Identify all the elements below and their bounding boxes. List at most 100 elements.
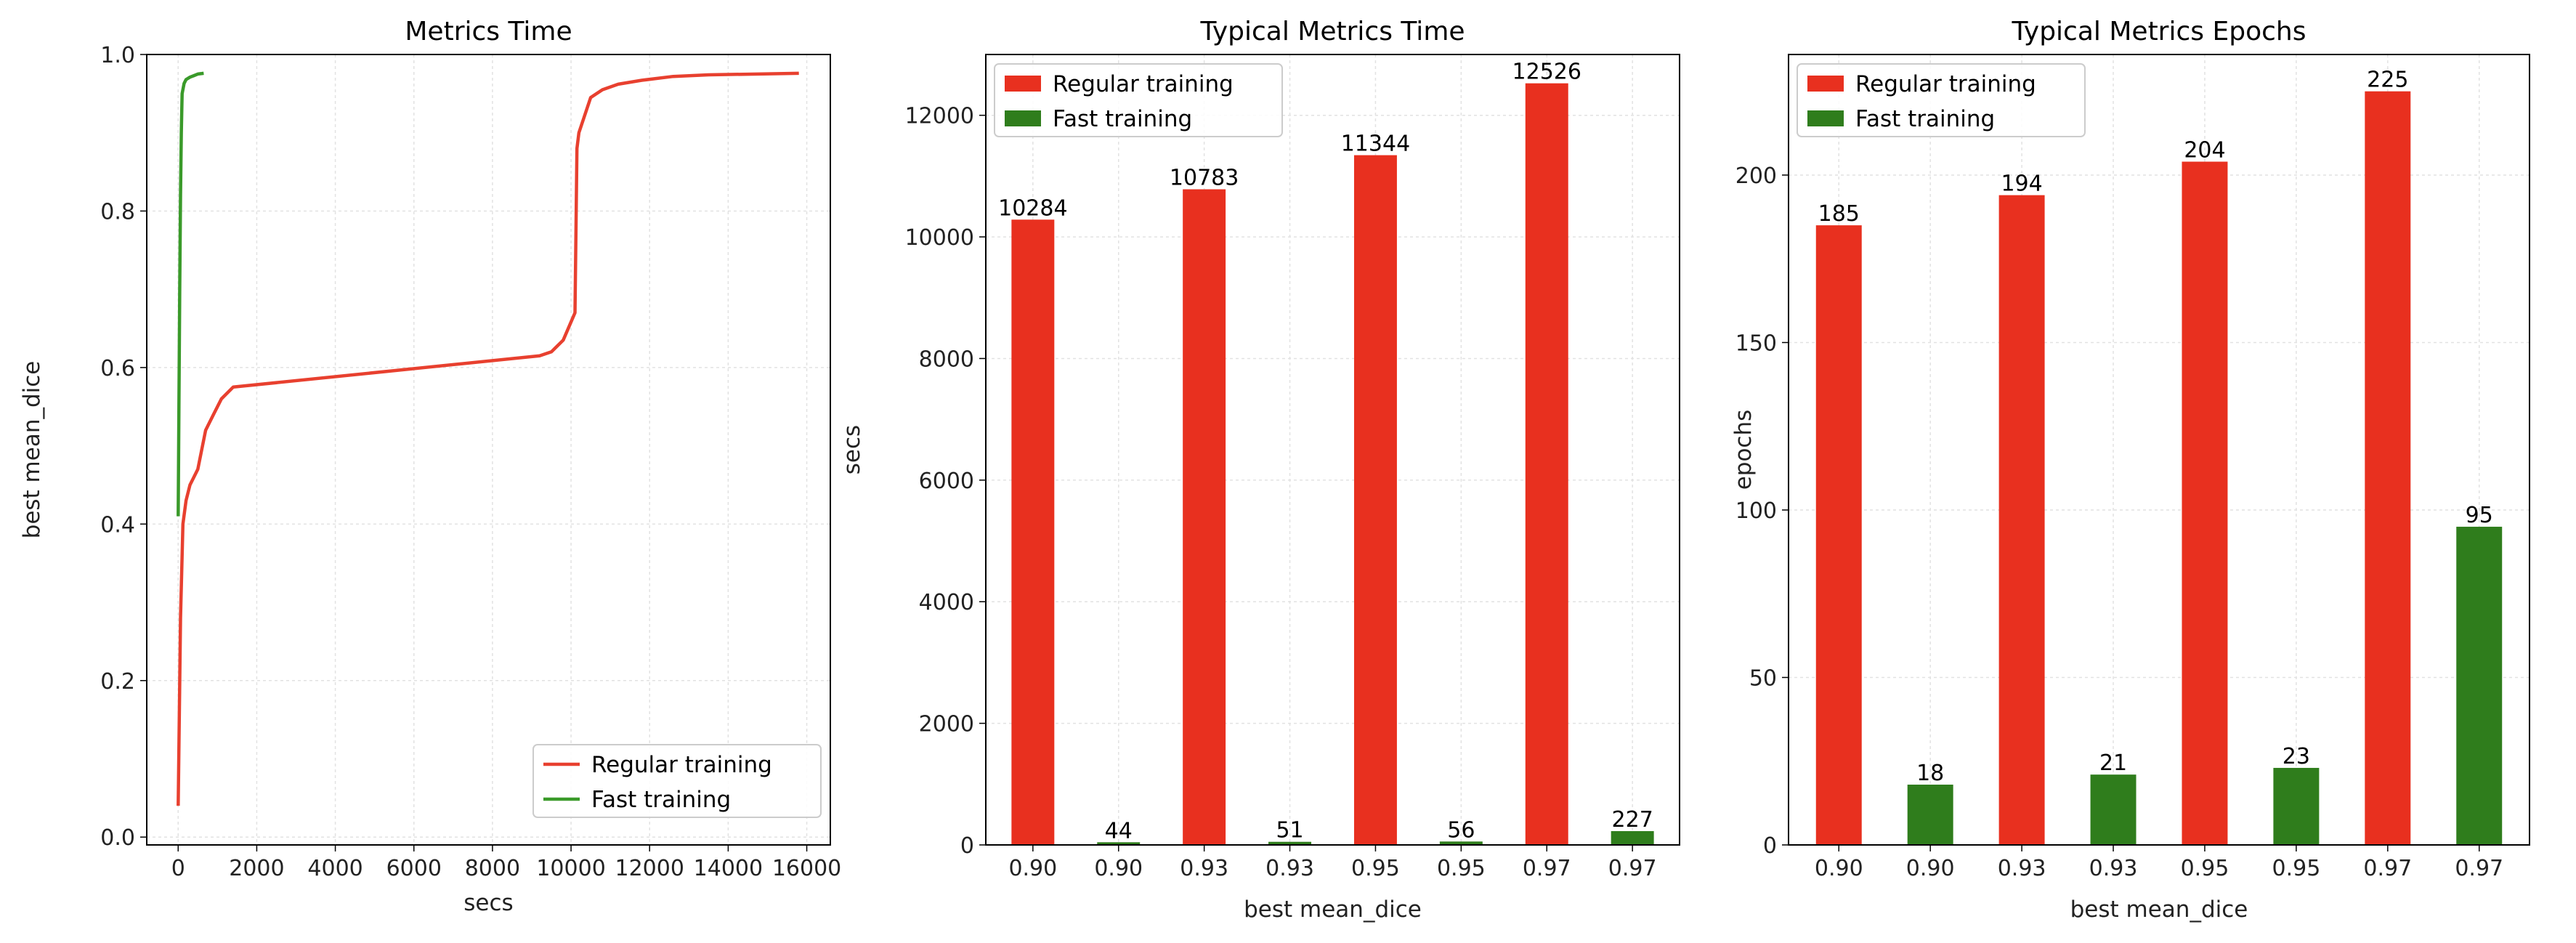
- bar-regular: [1011, 219, 1055, 845]
- y-tick-label: 4000: [919, 590, 974, 615]
- legend-label-1: Fast training: [1053, 106, 1192, 132]
- x-tick-label: 10000: [536, 856, 605, 881]
- y-axis-label: best mean_dice: [19, 361, 45, 539]
- x-axis-label: secs: [463, 890, 513, 916]
- chart-title: Typical Metrics Time: [1199, 17, 1465, 46]
- x-tick-label: 0.93: [1998, 856, 2046, 881]
- bar-value-label: 225: [2367, 68, 2408, 93]
- legend-box: [532, 744, 822, 818]
- y-tick-label: 200: [1735, 163, 1777, 189]
- legend-swatch-1: [1005, 110, 1041, 126]
- y-tick-label: 0: [1763, 833, 1777, 859]
- bar-value-label: 56: [1447, 817, 1475, 843]
- y-tick-label: 8000: [919, 347, 974, 372]
- x-tick-label: 0.95: [2181, 856, 2229, 881]
- y-tick-label: 12000: [905, 104, 974, 129]
- bar-value-label: 44: [1105, 818, 1133, 843]
- bar-regular: [1183, 189, 1226, 845]
- series-line-fast: [177, 71, 204, 517]
- bar-value-label: 23: [2283, 744, 2310, 769]
- x-tick-label: 0.97: [2363, 856, 2412, 881]
- y-tick-label: 0.4: [100, 512, 135, 538]
- x-axis-label: best mean_dice: [1244, 897, 1422, 923]
- plot-frame: [146, 54, 831, 846]
- bar-regular: [2182, 161, 2228, 846]
- bar-fast: [2273, 767, 2320, 845]
- bar-fast: [1268, 841, 1312, 845]
- bar-regular: [1998, 195, 2045, 846]
- bar-value-label: 185: [1818, 201, 1860, 227]
- legend-swatch-1: [1807, 110, 1844, 126]
- x-tick-label: 0.93: [2089, 856, 2138, 881]
- y-tick-label: 50: [1749, 665, 1777, 691]
- x-tick-label: 0.97: [1608, 856, 1657, 881]
- bar-fast: [2456, 527, 2503, 845]
- x-tick-label: 0.90: [1815, 856, 1863, 881]
- y-tick-label: 0.6: [100, 356, 135, 381]
- chart-title: Metrics Time: [405, 17, 572, 46]
- bar-value-label: 204: [2184, 138, 2225, 163]
- bar-value-label: 12526: [1512, 60, 1581, 85]
- y-tick-label: 0.2: [100, 669, 135, 695]
- chart-title: Typical Metrics Epochs: [2012, 17, 2306, 46]
- legend-label-0: Regular training: [1855, 71, 2036, 97]
- x-tick-label: 4000: [307, 856, 362, 881]
- bar-chart-2: 0 50 100 150 200 0.90 0.90 0.93 0.93 0.95 0.95 0.97…: [1730, 17, 2530, 923]
- bar-regular: [1353, 155, 1397, 845]
- bar-chart-1: 0 2000 4000 6000 8000 10000 12000 0.90 0.90 0.93 0…: [839, 17, 1680, 923]
- bar-value-label: 51: [1276, 818, 1303, 843]
- y-tick-label: 10000: [905, 225, 974, 251]
- x-tick-label: 0: [171, 856, 185, 881]
- bar-fast: [1611, 831, 1654, 845]
- x-tick-label: 0.90: [1008, 856, 1057, 881]
- y-axis-label: epochs: [1730, 410, 1757, 490]
- legend-label-0: Regular training: [1053, 71, 1234, 97]
- bar-value-label: 10783: [1170, 166, 1239, 191]
- series-line-regular: [177, 71, 799, 806]
- y-tick-label: 0: [960, 833, 974, 859]
- x-tick-label: 2000: [229, 856, 284, 881]
- y-tick-label: 0.0: [100, 825, 135, 851]
- bar-regular: [1525, 83, 1568, 845]
- bar-fast: [2090, 774, 2136, 845]
- bar-fast: [1907, 785, 1953, 845]
- legend-swatch-0: [1807, 76, 1844, 92]
- x-tick-label: 0.90: [1906, 856, 1955, 881]
- legend-label-1: Fast training: [1855, 106, 1995, 132]
- x-tick-label: 6000: [386, 856, 442, 881]
- bar-value-label: 21: [2099, 750, 2127, 776]
- x-tick-label: 0.90: [1094, 856, 1143, 881]
- bar-value-label: 227: [1612, 807, 1653, 833]
- bar-value-label: 95: [2466, 503, 2493, 528]
- plot-frame: [1788, 54, 2530, 846]
- x-tick-label: 0.97: [2455, 856, 2503, 881]
- plot-frame: [985, 54, 1680, 846]
- bar-regular: [2365, 91, 2411, 845]
- x-tick-label: 0.95: [1437, 856, 1486, 881]
- x-tick-label: 16000: [772, 856, 841, 881]
- x-tick-label: 14000: [694, 856, 763, 881]
- bar-regular: [1815, 225, 1862, 845]
- bar-value-label: 11344: [1341, 131, 1410, 157]
- x-tick-label: 0.93: [1180, 856, 1228, 881]
- x-tick-label: 0.97: [1523, 856, 1571, 881]
- bar-fast: [1097, 842, 1141, 845]
- y-tick-label: 1.0: [100, 43, 135, 68]
- bar-value-label: 194: [2001, 171, 2042, 197]
- line-chart-metrics-time: 0 2000 4000 6000 8000 10000 12000 14000 16000 0.0…: [19, 17, 841, 916]
- legend-label-1: Fast training: [591, 787, 731, 813]
- y-tick-label: 2000: [919, 712, 974, 737]
- x-tick-label: 0.95: [2272, 856, 2320, 881]
- y-tick-label: 100: [1735, 498, 1777, 524]
- x-tick-label: 0.93: [1265, 856, 1314, 881]
- y-tick-label: 150: [1735, 331, 1777, 356]
- x-tick-label: 0.95: [1351, 856, 1400, 881]
- bar-value-label: 10284: [998, 195, 1067, 221]
- x-tick-label: 8000: [465, 856, 520, 881]
- x-axis-label: best mean_dice: [2070, 897, 2248, 923]
- y-tick-label: 6000: [919, 469, 974, 494]
- bar-fast: [1439, 841, 1483, 845]
- legend-label-0: Regular training: [591, 752, 772, 778]
- legend-swatch-0: [1005, 76, 1041, 92]
